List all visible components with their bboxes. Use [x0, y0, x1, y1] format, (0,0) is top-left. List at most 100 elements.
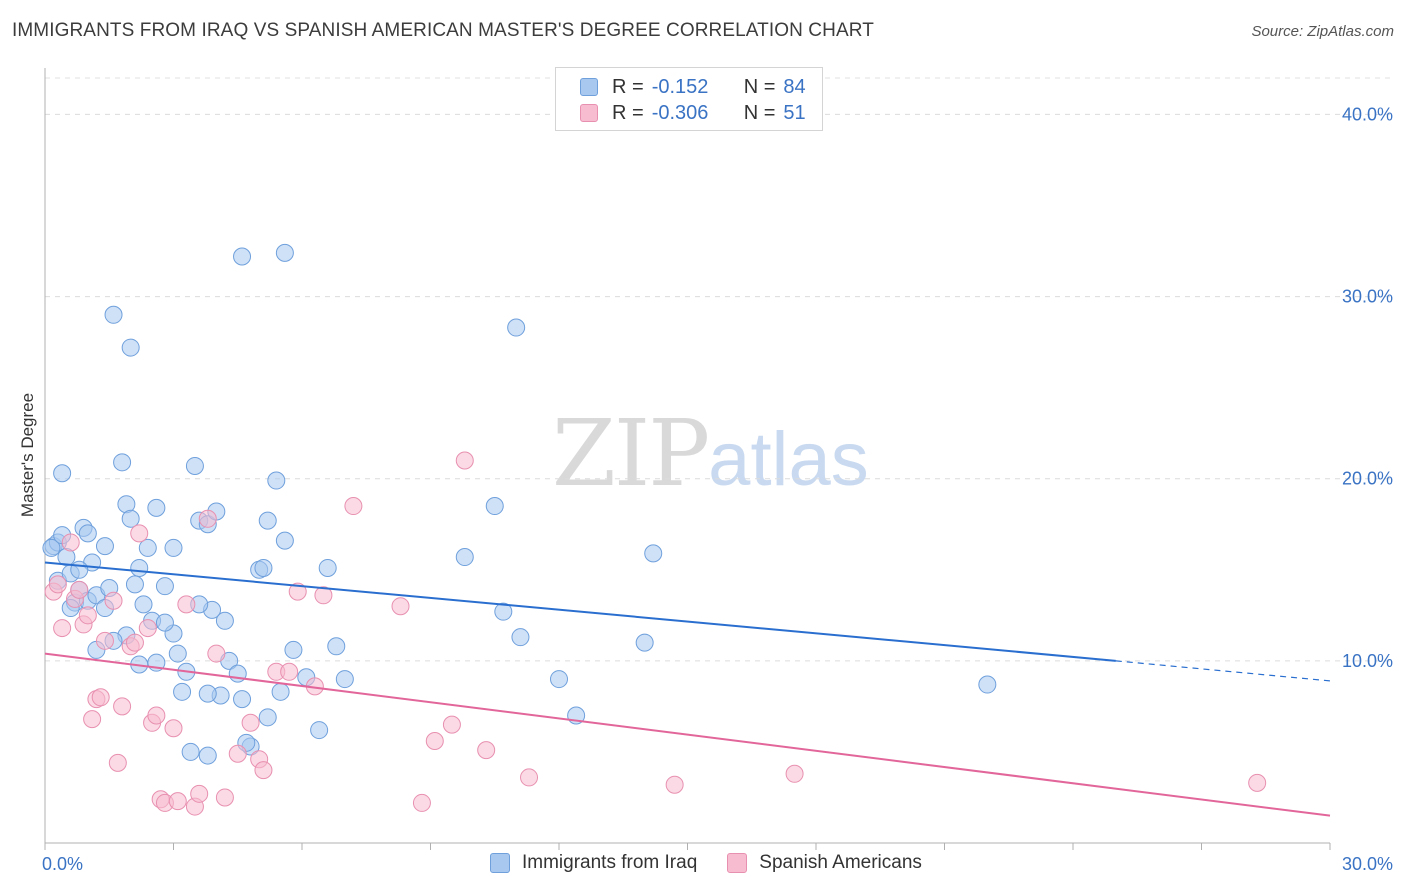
data-point-spanish [53, 619, 72, 638]
data-point-iraq [275, 243, 294, 262]
data-point-iraq [155, 613, 174, 632]
data-point-iraq [70, 560, 89, 579]
data-point-spanish [147, 706, 166, 725]
data-point-spanish [477, 741, 496, 760]
data-point-iraq [53, 464, 72, 483]
data-point-spanish [113, 697, 132, 716]
series-legend-iraq[interactable]: Immigrants from Iraq [490, 852, 697, 874]
data-point-iraq [138, 538, 157, 557]
data-point-spanish [168, 792, 187, 811]
data-point-iraq [233, 690, 252, 709]
data-point-spanish [241, 713, 260, 732]
data-point-iraq [254, 558, 273, 577]
legend-n-label: N = [743, 75, 776, 98]
watermark-atlas: atlas [708, 417, 869, 502]
legend-swatch-iraq [580, 78, 598, 96]
series-spanish-points [44, 451, 1267, 816]
series-legend-spanish[interactable]: Spanish Americans [727, 852, 922, 874]
data-point-spanish [177, 595, 196, 614]
stats-legend: R = -0.152 N = 84 R = -0.306 N = 51 [555, 67, 823, 131]
data-point-iraq [125, 575, 144, 594]
data-point-spanish [164, 719, 183, 738]
data-point-spanish [665, 775, 684, 794]
y-tick-label: 10.0% [1342, 651, 1393, 671]
data-point-spanish [520, 768, 539, 787]
data-point-iraq [284, 640, 303, 659]
data-point-iraq [198, 684, 217, 703]
data-point-iraq [78, 524, 97, 543]
data-point-spanish [138, 619, 157, 638]
data-point-iraq [181, 742, 200, 761]
data-point-iraq [155, 577, 174, 596]
data-point-spanish [215, 788, 234, 807]
data-point-spanish [1248, 773, 1267, 792]
data-point-iraq [485, 497, 504, 516]
watermark-zip: ZIP [552, 400, 710, 507]
data-point-iraq [130, 558, 149, 577]
legend-r-label: R = [612, 75, 644, 98]
data-point-spanish [91, 688, 110, 707]
legend-r-label: R = [612, 101, 644, 124]
data-point-spanish [48, 575, 67, 594]
data-point-iraq [258, 708, 277, 727]
series-legend: Immigrants from Iraq Spanish Americans [490, 852, 952, 874]
data-point-iraq [173, 682, 192, 701]
data-point-iraq [267, 471, 286, 490]
data-point-iraq [455, 548, 474, 567]
data-point-spanish [83, 710, 102, 729]
y-tick-label: 30.0% [1342, 287, 1393, 307]
chart-source: Source: ZipAtlas.com [1251, 23, 1394, 40]
legend-n-value: 84 [783, 75, 806, 98]
data-point-iraq [327, 637, 346, 656]
data-point-spanish [785, 764, 804, 783]
data-point-spanish [198, 509, 217, 528]
data-point-iraq [511, 628, 530, 647]
data-point-spanish [190, 784, 209, 803]
data-point-iraq [644, 544, 663, 563]
series-swatch-iraq [490, 853, 510, 873]
data-point-spanish [344, 497, 363, 516]
data-point-spanish [228, 744, 247, 763]
data-point-spanish [314, 586, 333, 605]
data-point-iraq [198, 746, 217, 765]
data-point-iraq [550, 670, 568, 689]
data-point-iraq [147, 498, 166, 517]
data-point-iraq [104, 305, 123, 324]
data-point-spanish [425, 732, 444, 750]
trend-line-spanish [44, 652, 1331, 817]
data-point-iraq [164, 538, 183, 557]
legend-n-value: 51 [783, 101, 806, 124]
data-point-iraq [95, 537, 114, 556]
data-point-iraq [310, 721, 329, 740]
data-point-spanish [280, 662, 299, 681]
legend-row-iraq: R = -0.152 N = 84 [580, 75, 806, 99]
data-point-iraq [318, 558, 337, 577]
data-point-spanish [125, 633, 144, 652]
data-point-iraq [335, 670, 354, 689]
legend-row-spanish: R = -0.306 N = 51 [580, 101, 806, 125]
series-label-iraq: Immigrants from Iraq [522, 852, 698, 873]
data-point-iraq [258, 511, 277, 530]
legend-n-label: N = [743, 101, 776, 124]
data-point-spanish [391, 597, 410, 616]
data-point-iraq [233, 247, 252, 266]
series-swatch-spanish [727, 853, 748, 873]
watermark: ZIPatlas [552, 400, 869, 507]
data-point-spanish [95, 631, 114, 650]
trend-line-iraq [44, 561, 1116, 662]
data-point-spanish [254, 761, 273, 780]
y-tick-label: 40.0% [1342, 104, 1393, 124]
data-point-spanish [108, 753, 127, 772]
series-iraq-points [42, 243, 997, 765]
y-axis-label: Master's Degree [18, 392, 37, 518]
data-point-iraq [635, 633, 654, 652]
data-point-iraq [134, 595, 153, 614]
data-point-iraq [507, 318, 526, 337]
data-point-spanish [455, 451, 474, 470]
data-point-iraq [271, 682, 290, 701]
data-point-spanish [288, 582, 307, 601]
legend-r-value: -0.152 [651, 75, 709, 98]
data-point-iraq [275, 531, 294, 550]
series-label-spanish: Spanish Americans [759, 852, 922, 873]
